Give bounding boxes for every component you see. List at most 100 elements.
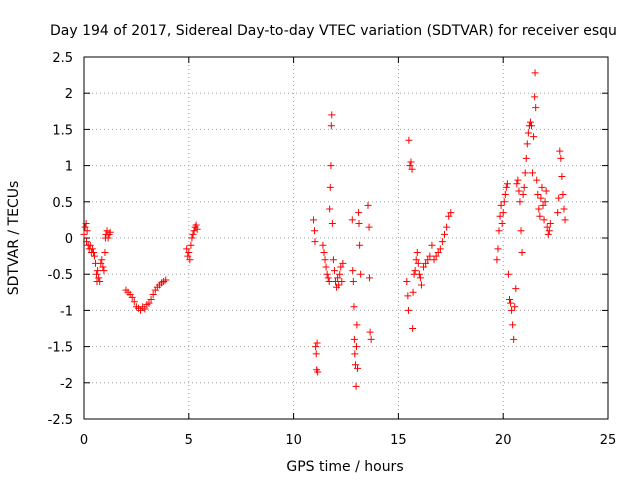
- data-point: [531, 93, 539, 101]
- data-point: [147, 296, 155, 304]
- data-point: [543, 223, 551, 231]
- data-point: [501, 191, 509, 199]
- data-point: [193, 225, 201, 233]
- data-point: [434, 248, 442, 256]
- data-point: [520, 183, 528, 191]
- data-point: [498, 220, 506, 228]
- data-point: [339, 259, 347, 267]
- data-point: [499, 209, 507, 217]
- data-point: [323, 270, 331, 278]
- data-point: [82, 220, 90, 228]
- data-point: [504, 270, 512, 278]
- data-point: [496, 212, 504, 220]
- data-point: [493, 256, 501, 264]
- data-point: [529, 169, 537, 177]
- data-point: [533, 176, 541, 184]
- data-point: [426, 252, 434, 260]
- data-point: [90, 252, 98, 260]
- data-point: [508, 306, 516, 314]
- data-point: [313, 339, 321, 347]
- data-point: [350, 335, 358, 343]
- data-point: [505, 296, 513, 304]
- data-point: [95, 274, 103, 282]
- data-point: [101, 248, 109, 256]
- x-tick-label: 5: [185, 433, 193, 448]
- data-point: [503, 180, 511, 188]
- data-point: [447, 209, 455, 217]
- data-point: [558, 172, 566, 180]
- data-point: [83, 238, 91, 246]
- data-point: [83, 227, 91, 235]
- data-point: [349, 267, 357, 275]
- data-point: [497, 201, 505, 209]
- data-point: [322, 263, 330, 271]
- tick-layer: 2.5 2 1.5 1 0.5 0 -0.5 -1 -1.5 -2 -2.5 0 5 10 15 20 25: [48, 51, 617, 448]
- data-point: [312, 343, 320, 351]
- data-point: [94, 267, 102, 275]
- y-tick-label: 2.5: [52, 51, 73, 66]
- data-point: [338, 277, 346, 285]
- data-point: [351, 350, 359, 358]
- data-point: [432, 252, 440, 260]
- data-point: [366, 328, 374, 336]
- data-point: [517, 227, 525, 235]
- data-point: [104, 234, 112, 242]
- data-point: [352, 343, 360, 351]
- data-point: [351, 361, 359, 369]
- data-point: [335, 281, 343, 289]
- data-point: [183, 245, 191, 253]
- data-point: [416, 274, 424, 282]
- data-point: [556, 147, 564, 155]
- data-point: [188, 234, 196, 242]
- data-point: [99, 263, 107, 271]
- data-point: [93, 270, 101, 278]
- data-points: [80, 69, 569, 390]
- data-point: [364, 201, 372, 209]
- data-point: [189, 230, 197, 238]
- x-tick-label: 20: [495, 433, 512, 448]
- data-point: [555, 194, 563, 202]
- data-point: [409, 325, 417, 332]
- data-point: [96, 277, 104, 285]
- data-point: [422, 259, 430, 267]
- y-tick-label: 1: [65, 160, 73, 175]
- data-point: [186, 256, 194, 264]
- data-point: [527, 122, 535, 130]
- data-point: [326, 205, 334, 213]
- data-point: [531, 69, 539, 77]
- data-point: [420, 263, 428, 271]
- data-point: [532, 104, 540, 112]
- data-point: [510, 335, 518, 343]
- y-tick-label: 0: [65, 232, 73, 247]
- data-point: [511, 303, 519, 311]
- data-point: [534, 191, 542, 199]
- data-point: [149, 290, 157, 298]
- data-point: [407, 158, 415, 166]
- data-point: [130, 298, 138, 306]
- data-point: [554, 209, 562, 217]
- data-point: [540, 216, 548, 224]
- data-point: [409, 288, 417, 296]
- data-point: [328, 111, 336, 119]
- data-point: [184, 252, 192, 260]
- data-point: [541, 198, 549, 206]
- data-point: [327, 162, 335, 170]
- data-point: [411, 267, 419, 275]
- data-point: [536, 212, 544, 220]
- data-point: [328, 220, 336, 228]
- data-point: [406, 162, 414, 170]
- data-point: [424, 256, 432, 264]
- data-point: [106, 228, 114, 236]
- data-point: [523, 140, 531, 148]
- data-point: [413, 248, 421, 256]
- data-point: [88, 245, 96, 253]
- data-point: [509, 321, 517, 329]
- data-point: [355, 220, 363, 228]
- x-tick-label: 0: [80, 433, 88, 448]
- data-point: [535, 205, 543, 213]
- y-tick-label: -2: [60, 377, 73, 392]
- data-point: [545, 227, 553, 235]
- data-point: [80, 230, 88, 238]
- data-point: [348, 216, 356, 224]
- data-point: [403, 277, 411, 285]
